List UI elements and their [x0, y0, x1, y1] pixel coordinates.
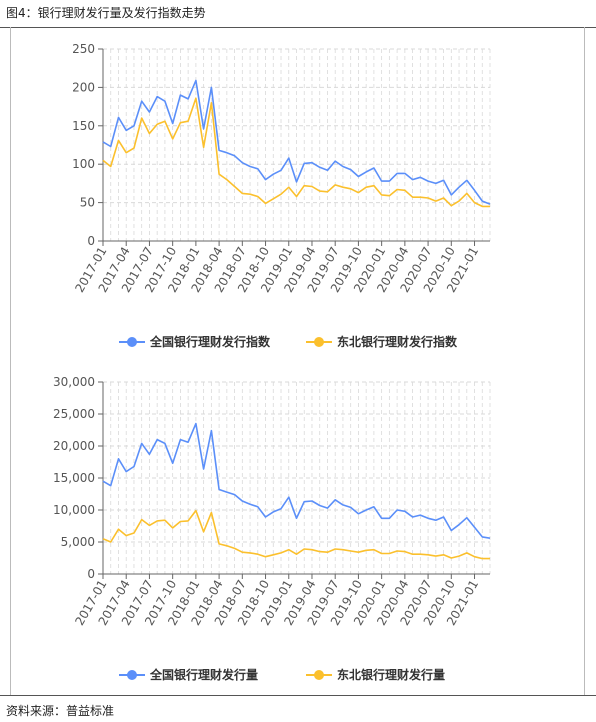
legend-item-national[interactable]: 全国银行理财发行指数: [119, 334, 271, 349]
legend-dot-marker: [314, 670, 324, 680]
y-tick-label: 30,000: [53, 375, 95, 389]
legend-dot-marker: [127, 670, 137, 680]
legend-dot-marker: [127, 337, 137, 347]
bottom-rule: [0, 695, 596, 696]
y-tick-label: 20,000: [53, 439, 95, 453]
figure-title: 图4：银行理财发行量及发行指数走势: [6, 6, 206, 20]
legend-label: 东北银行理财发行量: [337, 667, 445, 682]
index-series-line-national: [102, 79, 491, 205]
y-tick-label: 5,000: [61, 535, 95, 549]
y-tick-label: 0: [87, 567, 95, 581]
y-tick-label: 10,000: [53, 503, 95, 517]
y-tick-label: 25,000: [53, 407, 95, 421]
index-legend: 全国银行理财发行指数 东北银行理财发行指数: [119, 334, 458, 349]
legend-item-northeast[interactable]: 东北银行理财发行指数: [306, 334, 458, 349]
y-tick-label: 0: [87, 234, 95, 248]
volume-series-line-northeast: [102, 509, 490, 560]
y-tick-label: 150: [72, 119, 95, 133]
legend-item-northeast[interactable]: 东北银行理财发行量: [306, 667, 445, 682]
volume-legend: 全国银行理财发行量 东北银行理财发行量: [119, 667, 445, 682]
y-tick-label: 50: [80, 196, 95, 210]
figure-frame: [10, 27, 585, 695]
legend-label: 全国银行理财发行指数: [149, 334, 271, 349]
legend-label: 东北银行理财发行指数: [337, 334, 458, 349]
volume-series-line-national: [102, 422, 491, 539]
source-note: 资料来源：普益标准: [6, 704, 115, 718]
chart-issuance-index: 0501001502002502017-012017-042017-072017…: [72, 42, 491, 349]
y-tick-label: 200: [72, 80, 95, 94]
index-series-line-northeast: [102, 97, 490, 208]
legend-item-national[interactable]: 全国银行理财发行量: [119, 667, 258, 682]
y-tick-label: 100: [72, 157, 95, 171]
y-tick-label: 250: [72, 42, 95, 56]
chart-issuance-volume: 05,00010,00015,00020,00025,00030,0002017…: [53, 375, 491, 682]
top-rule: [0, 27, 596, 28]
legend-label: 全国银行理财发行量: [149, 667, 258, 682]
y-tick-label: 15,000: [53, 471, 95, 485]
legend-dot-marker: [314, 337, 324, 347]
